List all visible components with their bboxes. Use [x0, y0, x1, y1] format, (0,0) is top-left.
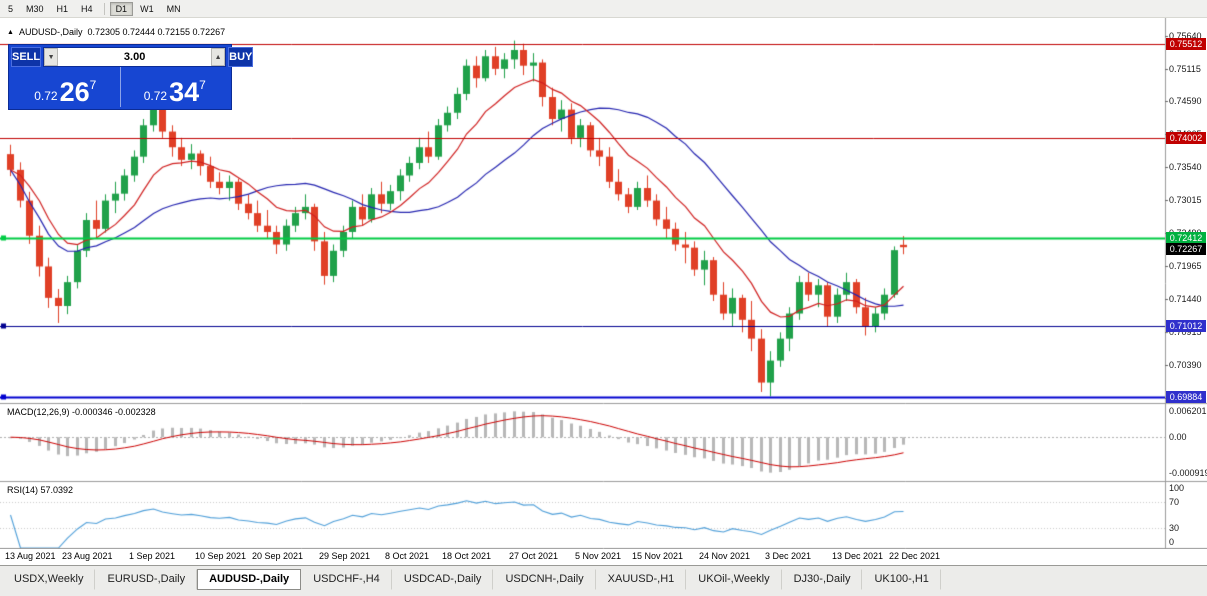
- time-axis-label: 24 Nov 2021: [699, 551, 751, 561]
- timeframe-button-d1[interactable]: D1: [109, 1, 134, 16]
- chart-tabbar: USDX,Weekly EURUSD-,Daily AUDUSD-,Daily USD…: [0, 565, 1207, 596]
- time-axis-label: 23 Aug 2021: [62, 551, 113, 561]
- timeframe-button-w1[interactable]: W1: [134, 2, 160, 16]
- timeframe-button-m30[interactable]: M30: [20, 2, 50, 16]
- volume-input[interactable]: [58, 48, 212, 66]
- chart-ohlc-label: 0.72305 0.72444 0.72155 0.72267: [87, 27, 226, 37]
- sell-price-point: 7: [89, 78, 97, 92]
- buy-price-pips: 34: [169, 77, 200, 107]
- rsi-indicator-label: RSI(14) 57.0392: [7, 485, 74, 495]
- time-axis-label: 27 Oct 2021: [509, 551, 559, 561]
- chart-tab[interactable]: USDX,Weekly: [2, 569, 96, 590]
- sell-price-pips: 26: [59, 77, 90, 107]
- time-axis-label: 29 Sep 2021: [319, 551, 371, 561]
- chart-tab[interactable]: EURUSD-,Daily: [95, 569, 198, 590]
- buy-price[interactable]: 0.72 34 7: [121, 67, 230, 107]
- timeframe-button-mn[interactable]: MN: [161, 2, 187, 16]
- timeframe-button-h1[interactable]: H1: [51, 2, 75, 16]
- time-axis-label: 8 Oct 2021: [385, 551, 430, 561]
- buy-button[interactable]: BUY: [228, 47, 254, 67]
- volume-decrease-button[interactable]: ▼: [44, 48, 59, 66]
- sell-button[interactable]: SELL: [11, 47, 42, 67]
- chart-tab[interactable]: DJ30-,Daily: [782, 569, 863, 590]
- chart-tab[interactable]: UKOil-,Weekly: [686, 569, 782, 590]
- time-axis-label: 22 Dec 2021: [889, 551, 941, 561]
- volume-increase-button[interactable]: ▲: [211, 48, 226, 66]
- timeframe-button-h4[interactable]: H4: [75, 2, 99, 16]
- chart-tab[interactable]: XAUUSD-,H1: [596, 569, 687, 590]
- buy-price-point: 7: [199, 78, 206, 92]
- chart-tab[interactable]: UK100-,H1: [862, 569, 941, 590]
- chart-symbol-label: AUDUSD-,Daily: [18, 27, 83, 37]
- chevron-up-icon: ▲: [214, 53, 222, 61]
- sell-price[interactable]: 0.72 26 7: [11, 67, 121, 107]
- time-axis-label: 15 Nov 2021: [632, 551, 684, 561]
- chart-tab[interactable]: USDCAD-,Daily: [392, 569, 494, 590]
- time-axis-label: 1 Sep 2021: [129, 551, 176, 561]
- buy-price-base: 0.72: [143, 89, 168, 103]
- time-axis-label: 20 Sep 2021: [252, 551, 304, 561]
- macd-indicator-label: MACD(12,26,9) -0.000346 -0.002328: [7, 407, 156, 417]
- chart-tab[interactable]: USDCHF-,H4: [301, 569, 392, 590]
- sell-price-base: 0.72: [34, 89, 58, 103]
- timeframe-button-5[interactable]: 5: [2, 2, 19, 16]
- time-axis-label: 3 Dec 2021: [765, 551, 812, 561]
- time-axis-label: 13 Aug 2021: [5, 551, 56, 561]
- toolbar-separator: [103, 2, 105, 15]
- chart-region: ▲ AUDUSD-,Daily 0.72305 0.72444 0.72155 …: [0, 18, 1207, 565]
- chart-tab[interactable]: USDCNH-,Daily: [493, 569, 596, 590]
- chart-header: ▲ AUDUSD-,Daily 0.72305 0.72444 0.72155 …: [7, 27, 225, 37]
- up-triangle-icon: ▲: [7, 28, 14, 36]
- time-axis-label: 13 Dec 2021: [832, 551, 884, 561]
- volume-stepper: ▼ ▲: [43, 47, 227, 67]
- chevron-down-icon: ▼: [47, 53, 55, 61]
- time-axis-label: 18 Oct 2021: [442, 551, 492, 561]
- time-axis-label: 10 Sep 2021: [195, 551, 247, 561]
- chart-tab[interactable]: AUDUSD-,Daily: [197, 569, 302, 590]
- time-axis-label: 5 Nov 2021: [575, 551, 622, 561]
- timeframe-toolbar: 5 M30 H1 H4 D1 W1 MN: [0, 0, 1207, 18]
